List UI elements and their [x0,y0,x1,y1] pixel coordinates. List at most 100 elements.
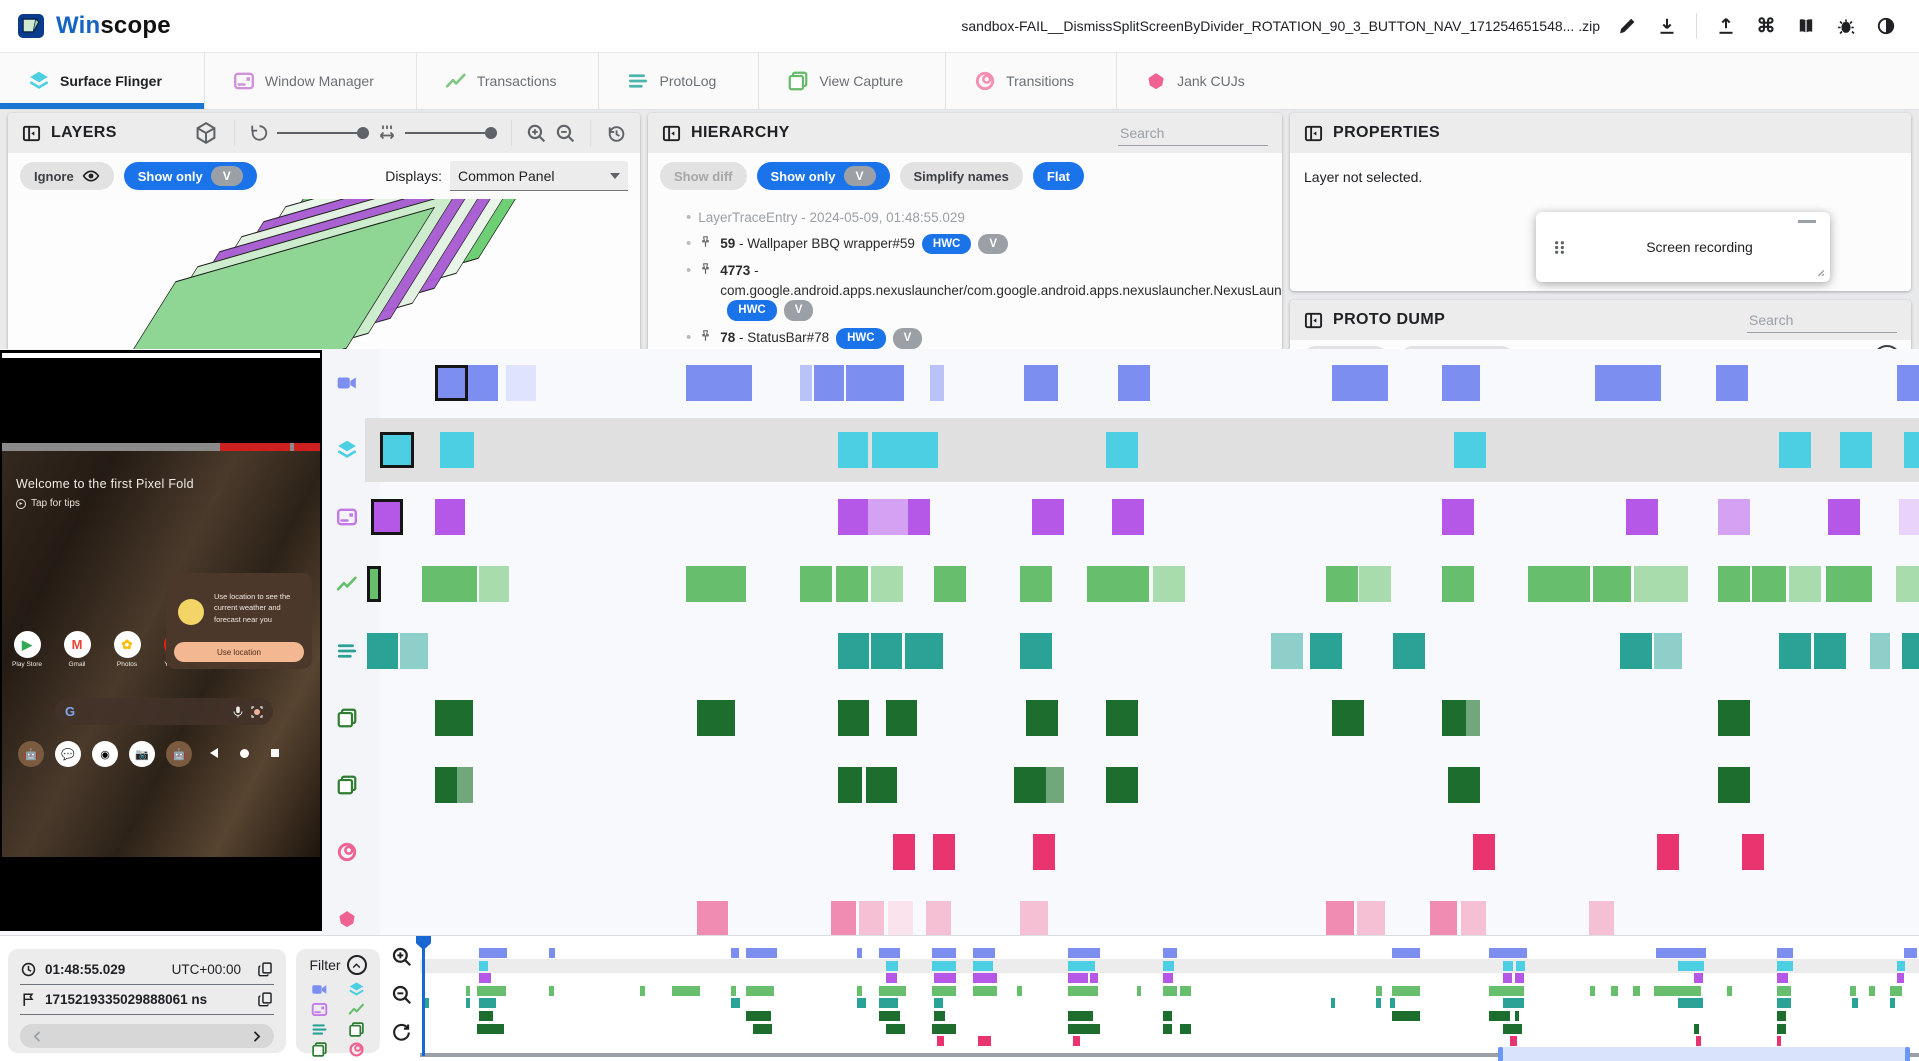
timeline-block-transactions[interactable] [1359,566,1391,602]
view-capture-1-icon[interactable] [336,707,358,729]
timeline-block-view-capture-1[interactable] [697,700,735,736]
timeline-block-protolog[interactable] [1654,633,1682,669]
timeline-block-protolog[interactable] [367,633,398,669]
timeline-block-protolog[interactable] [1271,633,1303,669]
timeline-block-transactions[interactable] [1087,566,1149,602]
collapse-panel-icon[interactable] [1304,124,1323,143]
timeline-block-transactions[interactable] [422,566,477,602]
timeline-block-jank-cujs[interactable] [1589,901,1614,935]
timeline-block-protolog[interactable] [838,633,869,669]
timeline-block-transactions[interactable] [1326,566,1358,602]
timeline-block-screen-recording[interactable] [468,365,498,401]
timeline-block-protolog[interactable] [1870,633,1890,669]
timeline-block-jank-cujs[interactable] [888,901,913,935]
view-capture-filter-icon[interactable] [348,1021,365,1038]
timeline-block-view-capture-2[interactable] [1106,767,1138,803]
upload-new-trace-button[interactable] [1709,9,1743,43]
view-capture-2-filter-icon[interactable] [311,1041,328,1058]
zoom-out-icon[interactable] [391,984,415,1008]
timeline-block-screen-recording[interactable] [1897,365,1919,401]
scroll-right-icon[interactable] [249,1029,264,1044]
timeline-block-surface-flinger[interactable] [1840,432,1872,468]
minimize-button[interactable] [1798,220,1816,223]
timeline-block-view-capture-1[interactable] [1106,700,1138,736]
timeline-block-transitions[interactable] [893,834,915,870]
timeline-block-protolog[interactable] [1020,633,1052,669]
resize-handle-icon[interactable] [1809,261,1827,279]
timeline-block-view-capture-1[interactable] [1026,700,1058,736]
timeline-block-screen-recording[interactable] [506,365,536,401]
timeline-block-jank-cujs[interactable] [926,901,951,935]
window-manager-filter-icon[interactable] [311,1001,328,1018]
timeline-block-transitions[interactable] [933,834,955,870]
timeline-block-transactions[interactable] [1634,566,1688,602]
timeline-block-surface-flinger[interactable] [1779,432,1811,468]
tab-surface-flinger[interactable]: Surface Flinger [0,53,204,109]
keyboard-shortcuts-button[interactable]: ⌘ [1749,9,1783,43]
mini-timeline[interactable] [0,936,1919,1061]
tab-jank-cujs[interactable]: Jank CUJs [1116,53,1287,109]
reset-zoom-icon[interactable] [391,1022,415,1046]
timeline-block-protolog[interactable] [1393,633,1425,669]
timeline-block-transactions[interactable] [1896,566,1919,602]
zoom-range-handle-left[interactable] [1498,1047,1503,1061]
timeline-block-screen-recording[interactable] [846,365,904,401]
dark-mode-toggle-button[interactable] [1869,9,1903,43]
screen-recording-filter-icon[interactable] [311,981,328,998]
transitions-icon[interactable] [336,841,358,863]
simplify-names-button[interactable]: Simplify names [899,162,1023,190]
timeline-block-transitions[interactable] [1742,834,1764,870]
pin-icon[interactable] [698,262,713,277]
timeline-scrollbar[interactable] [20,1024,274,1048]
hierarchy-node[interactable]: • 59 - Wallpaper BBQ wrapper#59 HWC V [648,231,1282,259]
zoom-in-icon[interactable] [391,946,415,970]
timeline-block-jank-cujs[interactable] [1326,901,1354,935]
3d-view-icon[interactable] [192,119,220,147]
rotation-slider[interactable] [277,127,369,139]
reset-view-icon[interactable] [605,123,626,144]
timeline-block-jank-cujs[interactable] [1461,901,1486,935]
timeline-block-surface-flinger[interactable] [838,432,868,468]
timeline-block-view-capture-2[interactable] [1046,767,1064,803]
documentation-button[interactable] [1789,9,1823,43]
timeline-block-transitions[interactable] [1033,834,1055,870]
screen-recording-icon[interactable] [336,372,358,394]
timeline-block-protolog[interactable] [905,633,943,669]
show-diff-button[interactable]: Show diff [660,162,747,190]
timeline-block-screen-recording[interactable] [814,365,844,401]
transactions-icon[interactable] [336,573,358,595]
collapse-panel-icon[interactable] [22,124,41,143]
timeline-block-window-manager[interactable] [1828,499,1860,535]
timeline-block-screen-recording[interactable] [1716,365,1748,401]
timeline-block-jank-cujs[interactable] [1357,901,1385,935]
timeline-block-jank-cujs[interactable] [1020,901,1048,935]
timeline-block-screen-recording[interactable] [1442,365,1480,401]
timeline-block-view-capture-1[interactable] [838,700,869,736]
timeline-block-transactions[interactable] [1442,566,1474,602]
edit-file-name-button[interactable] [1610,9,1644,43]
timeline-block-surface-flinger[interactable] [1904,432,1919,468]
drag-handle-icon[interactable] [1550,238,1569,257]
timeline-block-view-capture-1[interactable] [1442,700,1466,736]
timeline-block-transactions[interactable] [1789,566,1821,602]
copy-ns-button[interactable] [257,991,274,1008]
spacing-slider[interactable] [405,127,497,139]
hierarchy-node[interactable]: • LayerTraceEntry - 2024-05-09, 01:48:55.… [648,205,1282,231]
timeline-block-protolog[interactable] [400,633,428,669]
timeline-block-protolog[interactable] [1814,633,1846,669]
timeline-block-transitions[interactable] [1657,834,1679,870]
timeline-block-view-capture-2[interactable] [1718,767,1750,803]
selected-timeline-block-screen-recording[interactable] [435,365,468,401]
timeline-block-surface-flinger[interactable] [1454,432,1486,468]
timeline-block-transactions[interactable] [1826,566,1872,602]
timeline-block-protolog[interactable] [871,633,902,669]
timeline-block-window-manager[interactable] [1032,499,1064,535]
timeline-block-transactions[interactable] [871,566,903,602]
timeline-block-view-capture-1[interactable] [1718,700,1750,736]
jank-cujs-icon[interactable] [336,908,358,930]
tab-transactions[interactable]: Transactions [415,53,599,109]
protolog-filter-icon[interactable] [311,1021,328,1038]
timeline-block-transactions[interactable] [800,566,832,602]
download-traces-button[interactable] [1650,9,1684,43]
tab-transitions[interactable]: Transitions [945,53,1116,109]
